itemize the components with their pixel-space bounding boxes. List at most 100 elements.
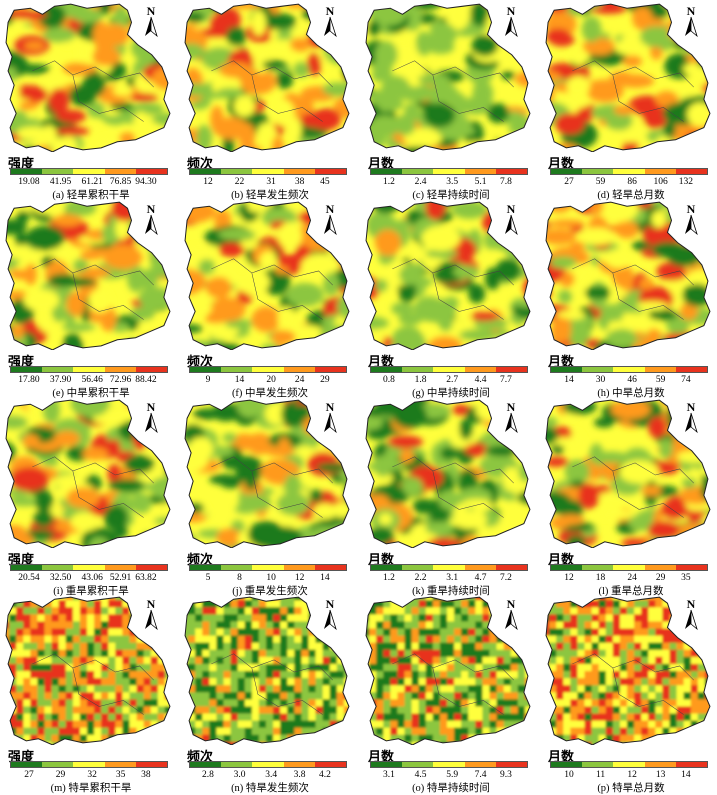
legend-tick-label: 5 [205,573,211,583]
north-arrow-icon: N [321,400,339,434]
legend-swatch [314,367,347,372]
legend-tick-label: 12 [627,770,637,780]
legend-swatch [283,367,315,372]
drought-map-c [365,3,531,152]
legend-tick-label: 2.2 [414,573,427,583]
legend-swatch [252,565,284,570]
legend-color-bar [370,564,528,571]
drought-map-o [365,596,531,745]
legend-swatch [11,565,43,570]
drought-map-k [365,399,531,548]
legend-tick-label: 38 [294,177,305,187]
legend-swatch [551,367,583,372]
legend-swatch [283,762,315,767]
north-arrow-icon: N [321,597,339,631]
legend-swatch [135,762,168,767]
legend-ticks: 1.2 2.2 3.1 4.7 7.2 [370,573,528,585]
legend-swatch [371,367,403,372]
legend-title: 月数 [368,749,395,764]
legend-title: 月数 [548,156,575,171]
legend-swatch [190,565,222,570]
legend-swatch [73,169,105,174]
legend-swatch [252,169,284,174]
legend-color-bar [10,168,168,175]
legend-tick-label: 7.2 [499,573,512,583]
legend-tick-label: 14 [681,770,691,780]
north-label: N [326,202,335,216]
legend-swatch [314,169,347,174]
drought-map-m [5,596,171,745]
legend-swatch [644,565,676,570]
legend-tick-label: 59 [595,177,606,187]
legend-swatch [402,169,434,174]
legend-tick-label: 10 [564,770,574,780]
legend-ticks: 19.08 41.95 61.21 76.85 94.30 [10,177,168,189]
legend-swatch [613,169,645,174]
legend-tick-label: 24 [294,375,305,385]
map-panel-p: N 月数 10 11 12 13 14 (p) 特旱总月数 [542,593,717,794]
legend-swatch [495,367,528,372]
legend-tick-label: 32.50 [49,573,72,583]
north-arrow-icon: N [321,4,339,38]
panel-caption: (c) 轻旱持续时间 [412,190,490,201]
map-panel-i: N 强度 20.54 32.50 43.06 52.91 63.82 (i) 重旱累积干旱 [2,396,180,597]
legend-swatch [221,565,253,570]
north-arrow-icon: N [142,597,160,631]
legend-tick-label: 1.8 [414,375,427,385]
legend-ticks: 17.80 37.90 56.46 72.96 88.42 [10,375,168,387]
legend-ticks: 12 22 31 38 45 [189,177,347,189]
north-label: N [687,4,696,18]
legend-tick-label: 31 [266,177,276,187]
legend-swatch [190,169,222,174]
legend-swatch [433,169,465,174]
legend-color-bar [189,366,347,373]
legend-tick-label: 7.8 [499,177,512,187]
legend-swatch [42,169,74,174]
legend-swatch [402,367,434,372]
legend-swatch [464,367,496,372]
legend-swatch [135,367,168,372]
legend-title: 强度 [8,552,35,567]
legend-swatch [104,169,136,174]
legend-ticks: 12 18 24 29 35 [550,573,708,585]
legend-tick-label: 29 [655,573,666,583]
legend-tick-label: 52.91 [109,573,132,583]
legend-swatch [371,762,403,767]
legend-tick-label: 14 [564,375,574,385]
legend-swatch [252,762,284,767]
legend-tick-label: 3.8 [293,770,306,780]
legend-tick-label: 13 [655,770,666,780]
north-arrow-icon: N [502,400,520,434]
legend-swatch [495,762,528,767]
drought-map-e [5,201,171,350]
legend-tick-label: 72.96 [109,375,132,385]
legend-swatch [675,565,708,570]
legend-tick-label: 38 [141,770,151,780]
legend-tick-label: 27 [24,770,34,780]
legend-tick-label: 35 [681,573,691,583]
panel-caption: (p) 特旱总月数 [597,783,665,794]
map-panel-n: N 频次 2.8 3.0 3.4 3.8 4.2 (n) 特旱发生频次 [181,593,359,794]
map-panel-f: N 频次 9 14 20 24 29 (f) 中旱发生频次 [181,198,359,399]
legend-swatch [221,367,253,372]
legend-swatch [104,762,136,767]
panel-caption: (a) 轻旱累积干旱 [52,190,130,201]
legend-tick-label: 1.2 [383,177,395,187]
legend-ticks: 5 8 10 12 14 [189,573,347,585]
legend-title: 月数 [548,749,575,764]
map-panel-o: N 月数 3.1 4.5 5.9 7.4 9.3 (o) 特旱持续时间 [362,593,540,794]
panel-caption: (l) 重旱总月数 [598,586,664,597]
panel-caption: (m) 特旱累积干旱 [50,783,132,794]
map-panel-m: N 强度 27 29 32 35 38 (m) 特旱累积干旱 [2,593,180,794]
legend-tick-label: 10 [266,573,276,583]
legend-tick-label: 27 [564,177,574,187]
legend-swatch [252,367,284,372]
legend-tick-label: 4.5 [414,770,427,780]
legend-tick-label: 3.1 [383,770,395,780]
north-label: N [326,400,335,414]
north-label: N [507,597,516,611]
panel-caption: (e) 中旱累积干旱 [52,388,130,399]
legend-color-bar [370,761,528,768]
legend-swatch [675,367,708,372]
legend-swatch [433,762,465,767]
